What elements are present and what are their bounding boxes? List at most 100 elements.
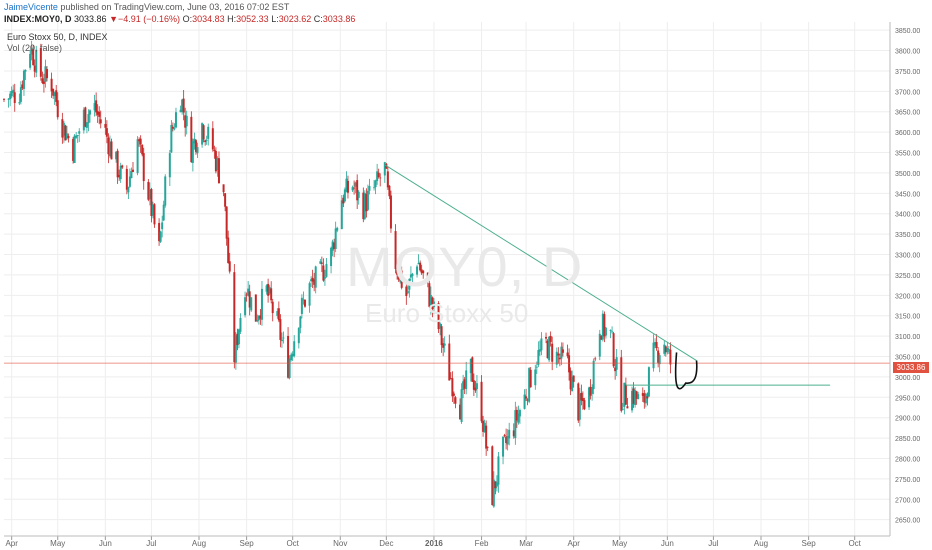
candle-body — [388, 185, 391, 197]
candle-body — [374, 180, 377, 188]
candle-body — [42, 81, 45, 84]
x-tick-label: Oct — [286, 539, 299, 548]
candle-body — [632, 388, 635, 404]
candle-body — [254, 294, 257, 322]
candle-body — [310, 279, 313, 282]
candle-body — [130, 170, 133, 179]
candle-body — [334, 228, 337, 249]
candle-body — [664, 346, 667, 353]
candle-body — [442, 343, 445, 348]
candle-body — [399, 273, 402, 282]
candle-body — [362, 192, 365, 220]
candle-body — [647, 367, 650, 397]
x-tick-label: Nov — [333, 539, 347, 548]
candle-body — [345, 178, 348, 192]
candle-body — [471, 357, 474, 382]
author-link[interactable]: JaimeVicente — [4, 2, 58, 12]
candle-body — [400, 270, 403, 288]
high-label: H: — [227, 14, 237, 24]
candle-body — [485, 425, 488, 449]
candle-body — [205, 139, 208, 141]
candle-body — [127, 187, 130, 193]
candle-body — [663, 344, 666, 354]
candle-body — [612, 333, 615, 367]
candle-body — [201, 123, 204, 145]
candle-body — [297, 327, 300, 344]
candle-body — [267, 283, 270, 296]
candle-body — [50, 78, 53, 92]
candle-body — [486, 446, 489, 448]
publish-info: JaimeVicente published on TradingView.co… — [4, 2, 289, 12]
y-tick-label: 3250.00 — [895, 273, 920, 280]
candle-body — [472, 380, 475, 390]
candle-body — [546, 340, 549, 359]
x-tick-label: Feb — [475, 539, 489, 548]
candle-body — [368, 186, 371, 191]
candle-body — [119, 165, 122, 180]
candle-body — [204, 140, 207, 143]
candle-body — [61, 119, 64, 138]
candle-body — [78, 131, 81, 134]
candle-body — [514, 410, 517, 438]
candle-body — [443, 343, 446, 346]
candle-body — [440, 326, 443, 346]
candle-body — [600, 335, 603, 340]
candle-body — [85, 122, 88, 128]
x-tick-label: Jun — [661, 539, 674, 548]
grid — [4, 22, 890, 536]
candle-body — [376, 171, 379, 182]
candlestick-series[interactable] — [3, 40, 672, 508]
x-tick-label: Sep — [801, 539, 816, 548]
y-tick-label: 3550.00 — [895, 151, 920, 158]
candle-body — [624, 384, 627, 405]
x-tick-label: 2016 — [425, 539, 443, 548]
candle-body — [495, 482, 498, 487]
candle-body — [408, 278, 411, 290]
candle-body — [540, 338, 543, 351]
symbol-label: INDEX:MOY0, D — [4, 14, 72, 24]
candle-body — [24, 69, 27, 72]
y-tick-label: 2800.00 — [895, 456, 920, 463]
candle-body — [581, 397, 584, 402]
candle-body — [353, 187, 356, 189]
candle-body — [88, 110, 91, 115]
candle-body — [67, 135, 70, 139]
candle-body — [322, 265, 325, 281]
candle-body — [313, 279, 316, 285]
candle-body — [454, 397, 457, 404]
candle-body — [282, 337, 285, 339]
candle-body — [463, 379, 466, 389]
x-tick-label: Jun — [99, 539, 112, 548]
candle-body — [343, 189, 346, 202]
candle-body — [492, 479, 495, 507]
candle-body — [276, 311, 279, 316]
candle-body — [171, 126, 174, 129]
candle-body — [173, 128, 176, 130]
candle-body — [505, 436, 508, 443]
candle-body — [271, 301, 274, 314]
volume-indicator[interactable]: Vol (20, false) — [7, 43, 63, 53]
candle-body — [580, 392, 583, 401]
candle-body — [483, 422, 486, 433]
x-tick-label: Sep — [239, 539, 254, 548]
candle-body — [571, 376, 574, 392]
candle-body — [244, 297, 247, 316]
x-tick-label: Apr — [5, 539, 18, 548]
candle-body — [56, 100, 59, 118]
candle-body — [319, 261, 322, 264]
candle-body — [545, 336, 548, 339]
candle-body — [637, 394, 640, 400]
candle-body — [202, 125, 205, 140]
candle-body — [460, 389, 463, 422]
candle-body — [558, 357, 561, 360]
candle-body — [62, 122, 65, 136]
candle-body — [139, 138, 142, 145]
y-tick-label: 3200.00 — [895, 293, 920, 300]
candle-body — [416, 266, 419, 275]
candle-body — [331, 241, 334, 251]
candle-body — [259, 315, 262, 319]
candle-body — [641, 393, 644, 396]
candle-body — [225, 206, 228, 239]
candle-body — [383, 162, 386, 176]
